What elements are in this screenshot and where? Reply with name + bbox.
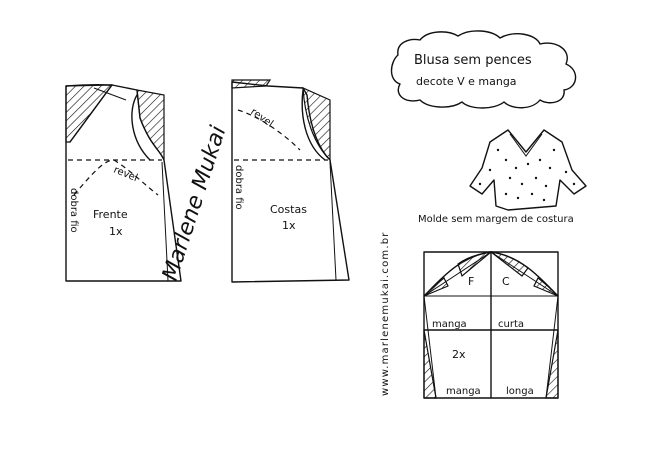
sleeve-cap-hatch-right-low: [533, 277, 559, 297]
blouse-dots: [478, 148, 576, 202]
back-pattern-piece: revel Costas 1x dobra fio: [231, 79, 350, 283]
sleeve-cap-hatch-left-low: [423, 277, 449, 297]
front-armhole-hatch: [136, 89, 165, 161]
sleeve-underarm-left: [423, 295, 437, 399]
blouse-body: [469, 129, 587, 211]
sleeve-long-right-label: longa: [506, 386, 534, 397]
caption-text: Molde sem margem de costura: [418, 214, 574, 225]
back-piece-name: Costas: [270, 203, 307, 216]
back-armhole-hatch: [302, 87, 331, 162]
sleeve-label-c: C: [502, 275, 510, 288]
sleeve-side-hatch-right: [545, 329, 559, 399]
title-line2: decote V e manga: [416, 75, 517, 88]
sleeve-short-right-label: curta: [498, 319, 524, 330]
back-facing-label: revel: [248, 106, 275, 129]
blouse-collar: [509, 133, 543, 157]
front-facing-label: revel: [112, 165, 139, 185]
sleeve-short-left-label: manga: [432, 319, 467, 330]
front-piece-quantity: 1x: [109, 225, 123, 238]
front-pattern-piece: revel Frente 1x dobra fio: [65, 83, 182, 282]
sleeve-underarm-right: [545, 295, 559, 399]
front-neckline: [69, 84, 113, 143]
back-side-line: [329, 161, 337, 281]
front-v-line: [93, 87, 127, 101]
front-armhole-curve: [131, 94, 151, 161]
sleeve-quantity: 2x: [452, 348, 466, 361]
sleeve-cap-hatch-right: [488, 251, 529, 277]
back-shoulder-hatch: [231, 79, 272, 89]
blouse-illustration: [469, 129, 587, 211]
sleeve-side-hatch-left: [423, 329, 437, 399]
front-side-line: [161, 161, 169, 282]
signature: Marlene Mukai: [158, 123, 231, 284]
front-fold-label: dobra fio: [68, 188, 79, 233]
title-line1: Blusa sem pences: [414, 53, 532, 68]
sleeve-pattern-piece: F C manga curta 2x manga longa: [423, 251, 559, 399]
back-armhole-curve: [301, 89, 326, 161]
back-fold-label: dobra fio: [233, 165, 244, 210]
sleeve-label-f: F: [468, 275, 474, 288]
website-text: www.marlenemukai.com.br: [380, 231, 391, 396]
title-cloud: Blusa sem pences decote V e manga: [390, 30, 577, 109]
back-piece-quantity: 1x: [282, 219, 296, 232]
title-cloud-outline: [390, 30, 577, 109]
signature-text: Marlene Mukai: [158, 123, 231, 284]
back-facing-curve: [237, 109, 301, 151]
front-facing-curve: [73, 159, 159, 196]
sleeve-long-left-label: manga: [446, 386, 481, 397]
front-piece-name: Frente: [93, 208, 128, 221]
sleeve-cap-hatch-left: [457, 251, 494, 278]
